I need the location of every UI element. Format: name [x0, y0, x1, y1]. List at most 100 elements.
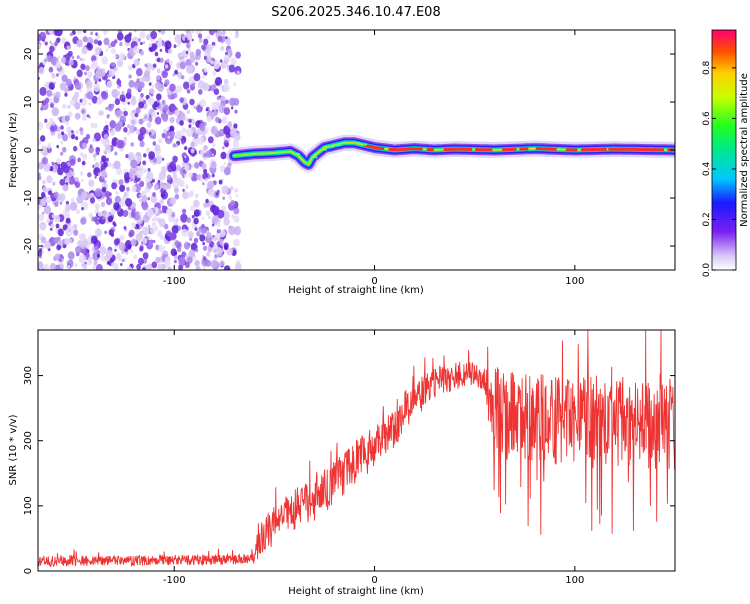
noise-speckle — [90, 123, 94, 129]
noise-speckle — [56, 245, 61, 251]
noise-speckle — [101, 202, 105, 207]
noise-speckle — [133, 110, 135, 113]
noise-speckle — [56, 145, 59, 148]
noise-speckle — [155, 144, 161, 151]
noise-speckle — [126, 187, 130, 192]
noise-speckle — [64, 89, 67, 93]
signal-peak — [401, 149, 410, 150]
noise-speckle — [234, 226, 241, 235]
noise-speckle — [193, 106, 196, 110]
noise-speckle — [49, 82, 55, 90]
noise-speckle — [139, 194, 142, 198]
x-tick-label: -100 — [163, 575, 186, 586]
noise-speckle — [99, 110, 104, 116]
noise-speckle — [116, 191, 119, 195]
noise-speckle — [104, 140, 106, 143]
noise-speckle — [142, 161, 146, 166]
noise-speckle — [158, 180, 160, 183]
y-tick-label: -20 — [23, 238, 34, 254]
noise-speckle — [105, 107, 108, 110]
noise-speckle — [214, 88, 219, 95]
noise-speckle — [81, 207, 84, 210]
noise-speckle — [96, 264, 103, 273]
noise-speckle — [107, 149, 111, 153]
noise-speckle — [137, 156, 141, 162]
noise-speckle — [215, 245, 219, 250]
noise-speckle — [110, 129, 115, 136]
noise-speckle — [133, 127, 137, 131]
noise-speckle — [41, 245, 45, 249]
noise-speckle — [50, 98, 53, 101]
noise-speckle — [133, 46, 139, 54]
noise-speckle — [51, 121, 55, 126]
noise-speckle — [203, 145, 208, 151]
noise-speckle — [224, 265, 231, 273]
noise-speckle — [169, 84, 176, 92]
noise-speckle — [183, 82, 189, 90]
noise-speckle — [42, 100, 47, 106]
noise-speckle — [101, 244, 104, 247]
noise-speckle — [76, 209, 80, 214]
noise-speckle — [161, 166, 167, 173]
noise-speckle — [38, 67, 44, 75]
noise-speckle — [75, 136, 78, 140]
noise-speckle — [139, 119, 144, 125]
noise-speckle — [129, 230, 135, 237]
noise-speckle — [97, 254, 100, 258]
noise-speckle — [80, 99, 83, 103]
noise-speckle — [212, 142, 216, 147]
noise-speckle — [156, 93, 162, 100]
noise-speckle — [128, 74, 131, 78]
noise-speckle — [153, 141, 157, 146]
noise-speckle — [101, 171, 107, 179]
noise-speckle — [155, 82, 161, 90]
noise-speckle — [195, 130, 198, 134]
noise-speckle — [44, 148, 48, 153]
noise-speckle — [67, 105, 70, 109]
noise-speckle — [147, 236, 150, 240]
noise-speckle — [98, 172, 101, 175]
noise-speckle — [213, 236, 217, 241]
noise-speckle — [185, 262, 190, 268]
noise-speckle — [203, 256, 207, 261]
noise-speckle — [159, 104, 164, 110]
noise-speckle — [234, 110, 237, 114]
noise-speckle — [38, 173, 40, 176]
noise-speckle — [139, 199, 141, 202]
noise-speckle — [207, 35, 210, 39]
snr-x-label: Height of straight line (km) — [288, 586, 424, 597]
noise-speckle — [203, 39, 208, 46]
noise-speckle — [46, 196, 52, 203]
noise-speckle — [75, 226, 77, 229]
noise-speckle — [42, 264, 49, 273]
noise-speckle — [44, 119, 47, 123]
noise-speckle — [216, 192, 219, 196]
noise-speckle — [116, 254, 121, 260]
noise-speckle — [149, 240, 153, 246]
noise-speckle — [104, 151, 107, 154]
noise-speckle — [119, 84, 122, 87]
noise-speckle — [63, 165, 70, 173]
x-tick-label: 100 — [565, 276, 584, 287]
noise-speckle — [58, 229, 64, 237]
noise-speckle — [205, 260, 211, 267]
noise-speckle — [119, 42, 122, 46]
noise-speckle — [230, 129, 236, 137]
x-tick-label: 100 — [565, 575, 584, 586]
noise-speckle — [107, 114, 110, 117]
noise-speckle — [192, 215, 195, 218]
noise-speckle — [174, 110, 179, 116]
noise-speckle — [129, 80, 135, 88]
noise-speckle — [184, 146, 187, 150]
noise-speckle — [156, 75, 161, 81]
noise-speckle — [162, 115, 168, 122]
noise-speckle — [225, 143, 228, 147]
noise-speckle — [218, 229, 221, 233]
noise-speckle — [114, 161, 121, 170]
noise-speckle — [82, 47, 88, 55]
noise-speckle — [101, 91, 106, 97]
noise-speckle — [42, 180, 46, 184]
noise-speckle — [131, 120, 135, 125]
noise-speckle — [212, 45, 214, 48]
